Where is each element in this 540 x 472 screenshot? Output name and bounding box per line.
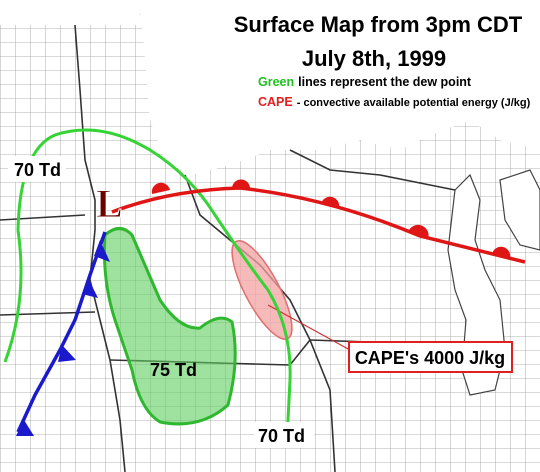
border [289, 149, 456, 191]
legend-key: CAPE [258, 95, 293, 109]
legend-text: lines represent the dew point [298, 75, 472, 89]
title-backdrop [220, 2, 540, 120]
lake-huron [499, 169, 540, 251]
dewpoint-75-region [102, 227, 237, 426]
label-backdrop [254, 422, 314, 448]
label-backdrop [8, 156, 66, 182]
barb [94, 240, 110, 262]
date: July 8th, 1999 [302, 46, 446, 71]
bump [321, 196, 340, 208]
legend-dewpoint: Green lines represent the dew point [258, 75, 472, 89]
cold-front [16, 231, 107, 433]
title: Surface Map from 3pm CDT [234, 12, 523, 37]
legend-key: Green [258, 75, 294, 89]
legend-text: - convective available potential energy … [297, 97, 531, 109]
warm-front-bumps [151, 179, 511, 258]
cape-label: CAPE's 4000 J/kg [355, 348, 505, 368]
border [74, 24, 126, 472]
barb [58, 345, 76, 362]
barb [82, 278, 98, 298]
barb [16, 420, 34, 436]
td-label: 70 Td [14, 160, 61, 180]
low-symbol: L [96, 181, 123, 226]
border [0, 214, 86, 221]
bump [408, 224, 429, 239]
cape-box [348, 341, 513, 373]
td-label: 75 Td [150, 360, 197, 380]
legend-cape: CAPE - convective available potential ene… [258, 95, 531, 109]
td-label: 70 Td [258, 426, 305, 446]
bump [231, 179, 250, 189]
bump [492, 246, 511, 258]
canada [0, 0, 140, 25]
dewpoint-70-line [3, 128, 292, 441]
cold-front-barbs [16, 240, 110, 436]
cape-pointer [267, 304, 351, 351]
warm-front [111, 186, 526, 264]
bump [151, 182, 170, 194]
